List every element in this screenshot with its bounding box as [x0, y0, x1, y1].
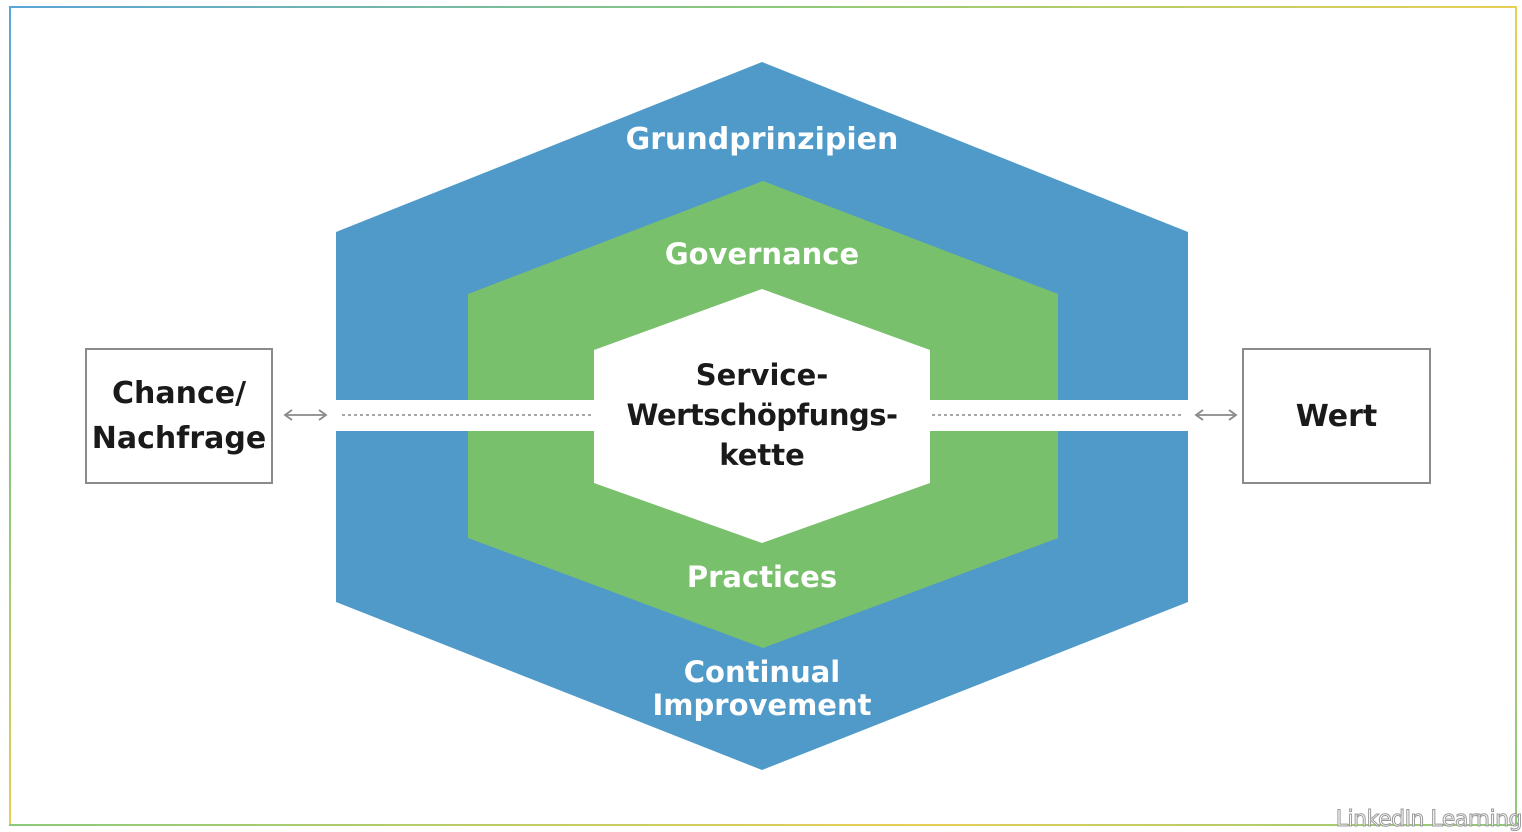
frame-bottom: [9, 824, 1517, 826]
inner-hexagon: [594, 289, 930, 543]
frame-right: [1515, 6, 1517, 826]
label-grundprinzipien: Grundprinzipien: [625, 122, 899, 157]
opportunity-demand-box: Chance/ Nachfrage: [85, 348, 273, 484]
left-double-arrow: [283, 409, 328, 421]
value-chain-line-2: Wertschöpfungs-: [626, 398, 898, 432]
label-practices: Practices: [686, 560, 838, 594]
linkedin-learning-watermark: LinkedIn Learning: [1335, 807, 1522, 832]
label-continual: Continual: [683, 655, 841, 689]
frame-top: [9, 6, 1517, 8]
label-improvement: Improvement: [652, 688, 872, 722]
value-box: Wert: [1242, 348, 1431, 484]
value-chain-line-3: kette: [719, 438, 805, 472]
opportunity-line-2: Nachfrage: [91, 421, 267, 456]
label-continual-improvement: Continual Improvement: [562, 656, 962, 722]
value-label: Wert: [1295, 398, 1378, 434]
opportunity-line-1: Chance/: [111, 376, 247, 411]
label-governance: Governance: [664, 237, 860, 271]
right-double-arrow: [1194, 409, 1238, 421]
value-chain-line-1: Service-: [695, 358, 829, 392]
frame-left: [9, 6, 11, 826]
label-value-chain: Service- Wertschöpfungs- kette: [594, 355, 930, 475]
